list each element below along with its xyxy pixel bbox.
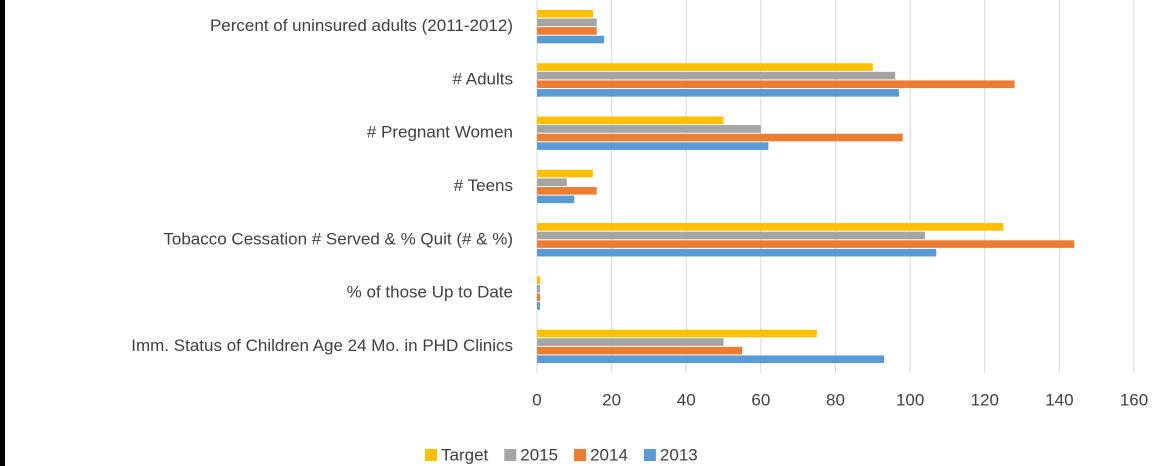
legend-label: Target [441, 445, 489, 464]
y-tick-label: Imm. Status of Children Age 24 Mo. in PH… [131, 336, 513, 355]
bar [537, 240, 1075, 248]
y-tick-label: Tobacco Cessation # Served & % Quit (# &… [163, 229, 513, 248]
bar [537, 178, 567, 186]
bar [537, 9, 593, 18]
bar [537, 223, 1004, 231]
bar [537, 276, 541, 284]
x-tick-label: 40 [677, 390, 696, 409]
bar [537, 80, 1015, 89]
bar [537, 125, 761, 133]
x-tick-label: 80 [826, 390, 845, 409]
bar [537, 27, 597, 35]
x-tick-label: 20 [602, 390, 621, 409]
bar [537, 169, 593, 178]
y-tick-label: % of those Up to Date [347, 283, 513, 302]
x-tick-label: 60 [751, 390, 770, 409]
bar [537, 293, 540, 302]
bar [537, 302, 540, 310]
bar [537, 284, 540, 293]
legend-swatch [643, 449, 656, 461]
x-tick-label: 0 [532, 390, 541, 409]
y-tick-label: Percent of uninsured adults (2011-2012) [210, 16, 513, 35]
bar [537, 71, 896, 80]
legend-swatch [574, 449, 587, 461]
bar [537, 355, 885, 364]
x-tick-label: 140 [1045, 390, 1073, 409]
bar [537, 89, 899, 97]
bar [537, 18, 597, 27]
y-tick-label: # Pregnant Women [367, 123, 513, 142]
bar [537, 187, 597, 195]
bar [537, 195, 575, 204]
bar [537, 329, 817, 338]
legend-swatch [504, 449, 517, 461]
bar [537, 231, 926, 240]
legend-label: 2014 [590, 445, 628, 464]
bar [537, 63, 873, 71]
bar [537, 133, 903, 142]
bar [537, 35, 605, 44]
x-tick-label: 100 [896, 390, 924, 409]
bar [537, 346, 743, 355]
legend-swatch [425, 449, 437, 461]
y-tick-label: # Adults [453, 69, 514, 88]
x-tick-label: 120 [971, 390, 999, 409]
y-tick-label: # Teens [454, 176, 513, 195]
x-tick-label: 160 [1120, 390, 1148, 409]
legend-label: 2013 [660, 445, 698, 464]
bar [537, 142, 769, 150]
frame-border [0, 0, 5, 466]
bar [537, 248, 937, 257]
bar [537, 116, 724, 125]
legend-label: 2015 [520, 445, 558, 464]
bar [537, 338, 724, 346]
